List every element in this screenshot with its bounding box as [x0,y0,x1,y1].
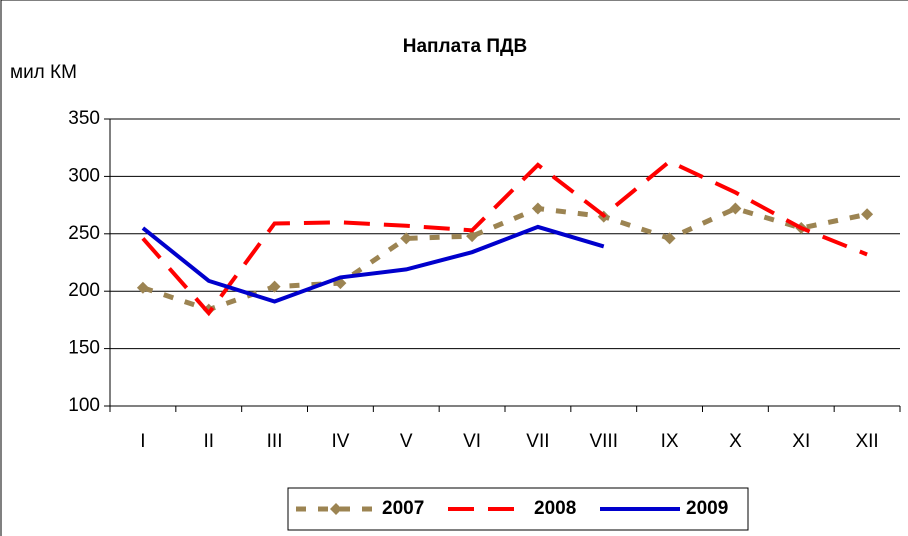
marker [531,202,544,215]
y-tick-label: 350 [68,108,100,129]
series-line [142,205,868,313]
y-tick-label: 250 [68,223,100,244]
y-tick-label: 300 [68,165,100,186]
legend-label: 2009 [686,498,728,519]
marker [729,202,742,215]
x-tick-label: VIII [589,431,618,452]
y-tick-label: 150 [68,338,100,359]
y-axis-label: мил КМ [10,62,77,83]
marker [136,281,149,294]
marker [861,208,874,221]
x-tick-label: I [140,431,145,452]
x-tick-label: IV [331,431,349,452]
marker [268,280,281,293]
y-tick-label: 100 [68,395,100,416]
y-tick-label: 200 [68,280,100,301]
x-tick-label: III [267,431,283,452]
x-tick-label: V [400,431,413,452]
series-line [141,224,605,304]
marker [663,232,676,245]
legend-label: 2007 [382,498,424,519]
legend-label: 2008 [534,498,576,519]
x-tick-label: II [203,431,214,452]
x-tick-label: XII [855,431,878,452]
legend-marker [330,503,342,515]
x-tick-label: VI [463,431,481,452]
x-tick-label: XI [792,431,810,452]
x-tick-label: IX [661,431,679,452]
marker [466,230,479,243]
x-tick-label: VII [526,431,549,452]
marker [400,232,413,245]
x-tick-label: X [729,431,742,452]
series-line [141,159,868,317]
chart-title: Наплата ПДВ [403,36,527,57]
